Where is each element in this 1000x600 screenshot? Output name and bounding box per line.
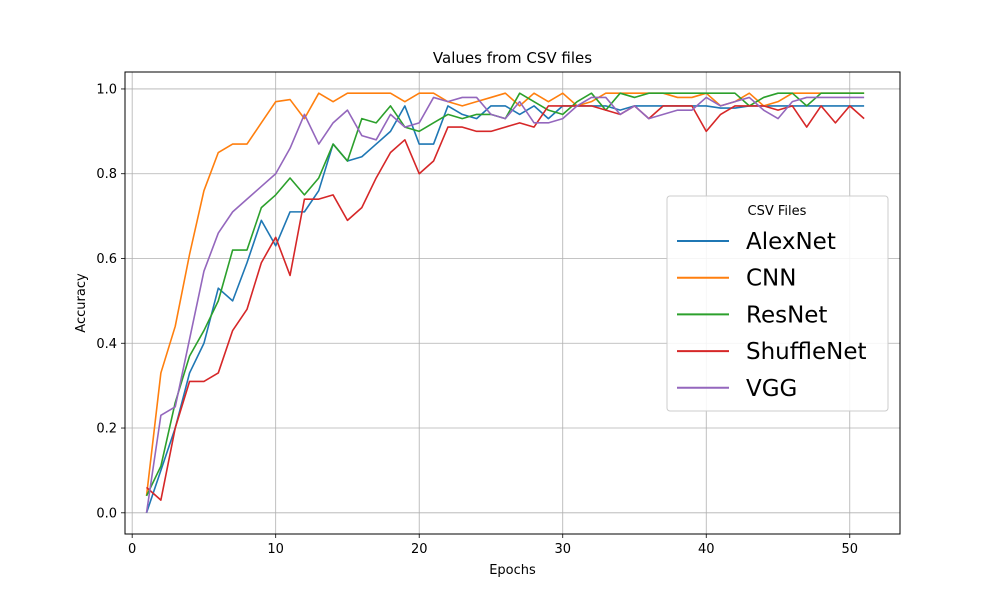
series-line-shufflenet xyxy=(145,105,865,501)
legend-title: CSV Files xyxy=(748,204,807,219)
y-tick-label: 1.0 xyxy=(96,82,117,97)
series-line-vgg xyxy=(145,96,865,513)
y-tick-label: 0.2 xyxy=(96,422,117,437)
legend-entry-vgg: VGG xyxy=(746,376,797,402)
legend: CSV Files AlexNet CNN ResNet ShuffleNet VGG xyxy=(666,195,889,412)
series-lines xyxy=(145,92,865,514)
legend-entry-cnn: CNN xyxy=(746,266,796,292)
x-tick-label: 50 xyxy=(841,542,858,557)
x-tick-label: 40 xyxy=(698,542,715,557)
y-tick-label: 0.6 xyxy=(96,252,117,267)
x-tick-label: 20 xyxy=(411,542,428,557)
ticks: 0 10 20 30 40 50 0.0 0.2 0.4 0.6 0.8 1.0 xyxy=(96,82,858,557)
chart-title: Values from CSV files xyxy=(433,49,592,67)
y-tick-label: 0.4 xyxy=(96,337,117,352)
series-line-cnn xyxy=(145,92,865,496)
legend-entry-shufflenet: ShuffleNet xyxy=(746,339,867,365)
x-tick-label: 10 xyxy=(267,542,284,557)
legend-entry-alexnet: AlexNet xyxy=(746,229,836,255)
x-axis-label: Epochs xyxy=(489,563,536,578)
plot-frame xyxy=(124,71,901,535)
y-axis-label: Accuracy xyxy=(74,273,89,333)
x-tick-label: 30 xyxy=(554,542,571,557)
y-tick-label: 0.0 xyxy=(96,506,117,521)
y-tick-label: 0.8 xyxy=(96,167,117,182)
x-tick-label: 0 xyxy=(128,542,136,557)
legend-entry-resnet: ResNet xyxy=(746,302,827,328)
legend-box xyxy=(666,195,889,412)
